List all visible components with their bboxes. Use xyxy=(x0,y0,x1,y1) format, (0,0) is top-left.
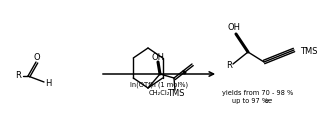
Text: TMS: TMS xyxy=(300,46,317,55)
Text: CH₂Cl₂: CH₂Cl₂ xyxy=(148,90,170,96)
Text: OH: OH xyxy=(152,53,165,61)
Text: H: H xyxy=(45,78,51,88)
Text: OH: OH xyxy=(227,23,241,32)
Text: up to 97 %: up to 97 % xyxy=(232,98,270,104)
Text: yields from 70 - 98 %: yields from 70 - 98 % xyxy=(222,90,294,96)
Text: ee: ee xyxy=(265,98,273,104)
Text: R: R xyxy=(226,61,232,70)
Text: TMS: TMS xyxy=(167,89,185,99)
Text: In(OTf)₃ (1 mol%): In(OTf)₃ (1 mol%) xyxy=(130,82,188,88)
Text: R: R xyxy=(15,72,21,80)
Text: O: O xyxy=(34,53,40,61)
